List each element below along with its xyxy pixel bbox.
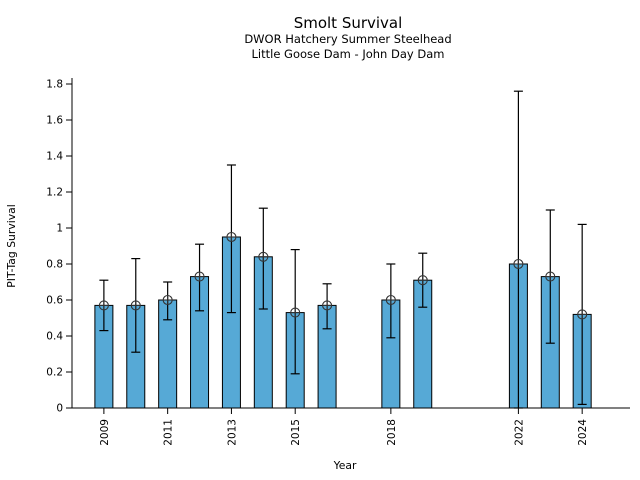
y-tick-label: 1.8 xyxy=(46,79,63,91)
y-tick-label: 0 xyxy=(56,403,63,415)
y-tick-label: 0.8 xyxy=(46,259,63,271)
x-tick-label: 2011 xyxy=(163,419,175,446)
x-tick-label: 2022 xyxy=(513,419,525,446)
y-tick-label: 0.6 xyxy=(46,295,63,307)
x-tick-label: 2018 xyxy=(386,419,398,446)
plot-area: 0 0.2 0.4 0.6 0.8 1 1.2 1.4 1.6 1.8 2009 2011 2013 20… xyxy=(46,78,630,446)
y-axis-label: PIT-Tag Survival xyxy=(5,204,18,287)
x-tick-label: 2024 xyxy=(577,419,589,446)
y-tick-label: 1.6 xyxy=(46,115,63,127)
chart-subtitle-reach: Little Goose Dam - John Day Dam xyxy=(252,47,445,61)
y-tick-label: 1 xyxy=(56,223,63,235)
y-tick-label: 0.2 xyxy=(46,367,63,379)
chart-subtitle-hatchery: DWOR Hatchery Summer Steelhead xyxy=(244,32,451,46)
x-tick-label: 2013 xyxy=(226,419,238,446)
x-axis-label: Year xyxy=(333,459,357,472)
chart-title: Smolt Survival xyxy=(294,14,403,32)
y-tick-label: 1.4 xyxy=(46,151,63,163)
x-tick-label: 2009 xyxy=(99,419,111,446)
y-tick-label: 1.2 xyxy=(46,187,63,199)
x-tick-label: 2015 xyxy=(290,419,302,446)
y-tick-label: 0.4 xyxy=(46,331,63,343)
